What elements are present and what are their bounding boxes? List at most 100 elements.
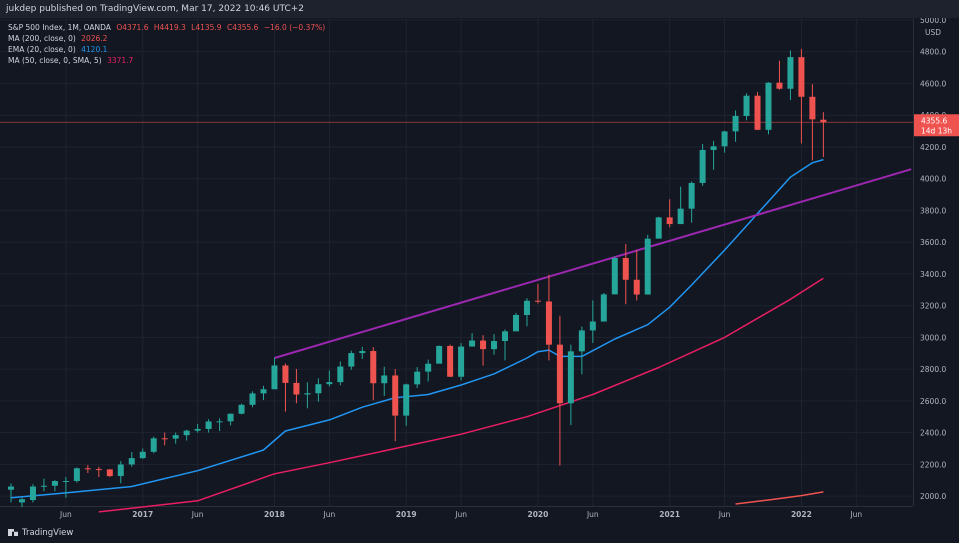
candle-body [787,57,794,89]
brand-label[interactable]: TradingView [22,528,74,538]
time-tick-label: Jun [454,510,467,519]
candle-body [578,330,585,352]
ohlc-open: O4371.6 [116,23,149,32]
candle-body [51,480,58,486]
candle-body [8,486,14,490]
price-tick-label: 3600.0 [920,238,946,247]
candle-body [293,382,300,395]
candle-body [469,340,476,347]
candle-body [447,345,454,377]
candle-body [666,217,673,225]
candle-body [743,95,750,117]
trendline [274,168,912,359]
candle-body [776,82,783,89]
time-tick-label: 2018 [264,510,285,519]
candle-body [600,294,607,322]
candle-body [732,116,739,132]
candle-body [480,340,487,350]
candle-body [304,393,311,395]
candle-body [18,499,25,503]
candle-body [809,96,816,120]
price-chart[interactable]: 2000.0 2200.0 2400.0 2600.0 2800.0 3000.0 3200… [0,18,959,524]
candle-body [271,365,278,390]
publisher-text: jukdep published on TradingView.com, Mar… [6,4,304,14]
ohlc-low: L4135.9 [191,23,222,32]
candle-body [633,279,640,295]
candle-body [95,469,102,471]
current-price-value: 4355.6 [921,116,947,125]
price-tick-label: 4000.0 [920,175,946,184]
candle-body [523,300,530,316]
ohlc-close: C4355.6 [226,23,259,32]
legend-indicator-ma50[interactable]: MA (50, close, 0, SMA, 5) 3371.7 [8,55,325,66]
candle-body [545,301,552,345]
legend-indicator-ma200[interactable]: MA (200, close, 0) 2026.2 [8,33,325,44]
candle-body [370,351,377,384]
price-tick-label: 2000.0 [920,492,946,501]
indicator-label: MA (50, close, 0, SMA, 5) [8,56,102,65]
time-tick-label: 2021 [659,510,680,519]
candle-body [403,384,410,416]
candle-body [436,345,443,364]
candle-body [139,451,146,459]
candle-body [62,480,69,482]
candle-body [249,393,256,405]
candle-body [721,131,728,147]
candle-body [754,95,761,130]
candle-body [512,315,519,332]
candle-body [655,217,662,239]
candle-body [282,365,289,383]
candle-body [534,300,541,302]
price-tick-label: 3200.0 [920,302,946,311]
time-tick-label: 2017 [132,510,153,519]
candle-body [381,375,388,384]
candle-body [359,351,366,354]
chart-background [0,18,959,524]
candle-body [172,435,179,439]
price-tick-label: 3400.0 [920,270,946,279]
indicator-value: 2026.2 [81,34,108,43]
candle-body [73,468,80,481]
time-tick-label: Jun [586,510,599,519]
candle-body [622,258,629,280]
tradingview-logo-icon[interactable] [8,529,18,536]
legend-indicator-ema20[interactable]: EMA (20, close, 0) 4120.1 [8,44,325,55]
candle-body [106,469,113,477]
candle-body [567,351,574,404]
price-tick-label: 5000.0 [920,18,946,25]
candle-body [40,485,47,487]
candle-body [765,82,772,130]
indicator-line [735,491,824,505]
time-tick-label: 2020 [528,510,549,519]
candle-body [556,344,563,404]
price-tick-label: 4600.0 [920,79,946,88]
candle-body [117,464,124,477]
candle-body [798,57,805,97]
candle-body [699,149,706,183]
time-tick-label: Jun [323,510,336,519]
candle-body [205,421,212,429]
time-tick-label: 2022 [791,510,812,519]
candle-body [315,384,322,394]
candle-body [161,438,168,440]
price-tick-label: 2400.0 [920,429,946,438]
legend-main-row: S&P 500 Index, 1M, OANDA O4371.6 H4419.3… [8,22,325,33]
footer-bar: TradingView [0,524,959,543]
currency-label: USD [925,28,941,37]
indicator-label: MA (200, close, 0) [8,34,76,43]
time-tick-label: Jun [59,510,72,519]
symbol-label[interactable]: S&P 500 Index, 1M, OANDA [8,23,111,32]
candle-body [227,413,234,422]
time-tick-label: Jun [718,510,731,519]
current-price-tag [914,114,959,137]
ohlc-high: H4419.3 [153,23,186,32]
indicator-value: 4120.1 [81,45,108,54]
price-tick-label: 2800.0 [920,365,946,374]
candle-body [84,468,91,470]
indicator-line [98,277,824,513]
candle-body [392,375,399,416]
candle-body [194,428,201,431]
candle-body [260,389,267,394]
price-tick-label: 4200.0 [920,143,946,152]
candle-body [183,430,190,436]
